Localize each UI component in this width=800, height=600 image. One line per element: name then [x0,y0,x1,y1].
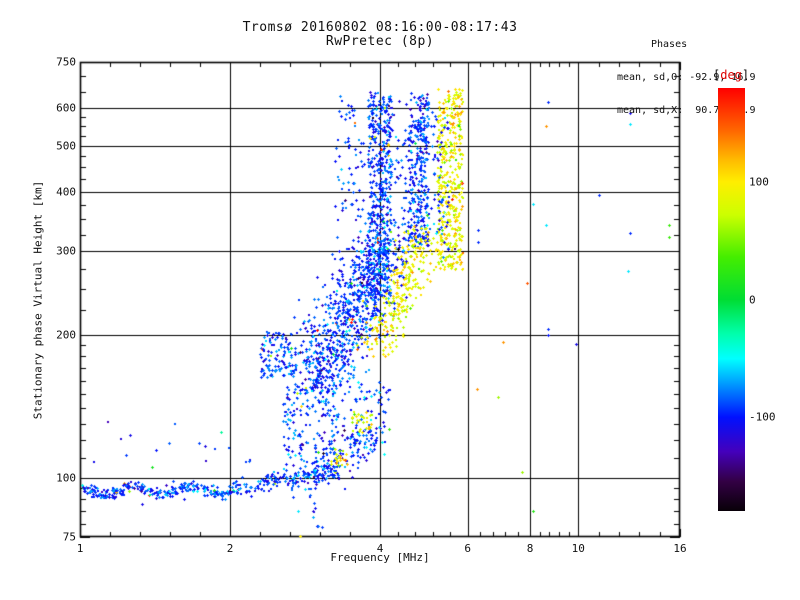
x-axis-label: Frequency [MHz] [330,551,430,564]
y-tick-label: 300 [56,244,76,258]
phase-stats-o-mode: mean, sd,O: -92.9, 16.9 [617,72,756,83]
x-tick-label: 4 [376,542,384,555]
phase-stats-header: Phases [651,39,688,50]
x-tick-label: 10 [571,542,585,555]
y-tick-label: 100 [56,471,76,485]
y-tick-label: 75 [62,530,76,544]
y-tick-label: 500 [56,139,76,153]
x-tick-label: 16 [673,542,687,555]
colorbar-tick-label: 100 [749,175,769,189]
y-tick-label: 200 [56,328,76,342]
colorbar-label-open-bracket: [ [713,68,721,82]
colorbar-label-close-bracket: ] [741,68,750,82]
x-tick-label: 1 [76,542,84,555]
y-tick-label: 600 [56,101,76,115]
colorbar-label-text: deg [720,68,742,82]
chart-title: Tromsø 20160802 08:16:00-08:17:43 [242,20,518,35]
y-tick-label: 750 [56,55,76,69]
colorbar-tick-label: -100 [749,410,776,424]
y-tick-label: 400 [56,185,76,199]
x-tick-label: 2 [226,542,234,555]
x-tick-label: 6 [464,542,472,555]
colorbar-tick-label: 0 [749,293,756,306]
colorbar [718,88,745,511]
chart-subtitle: RwPretec (8p) [325,34,435,49]
x-tick-label: 8 [526,542,534,555]
y-axis-label: Stationary phase Virtual Height [km] [31,180,45,420]
colorbar-label: [deg] [713,68,749,82]
